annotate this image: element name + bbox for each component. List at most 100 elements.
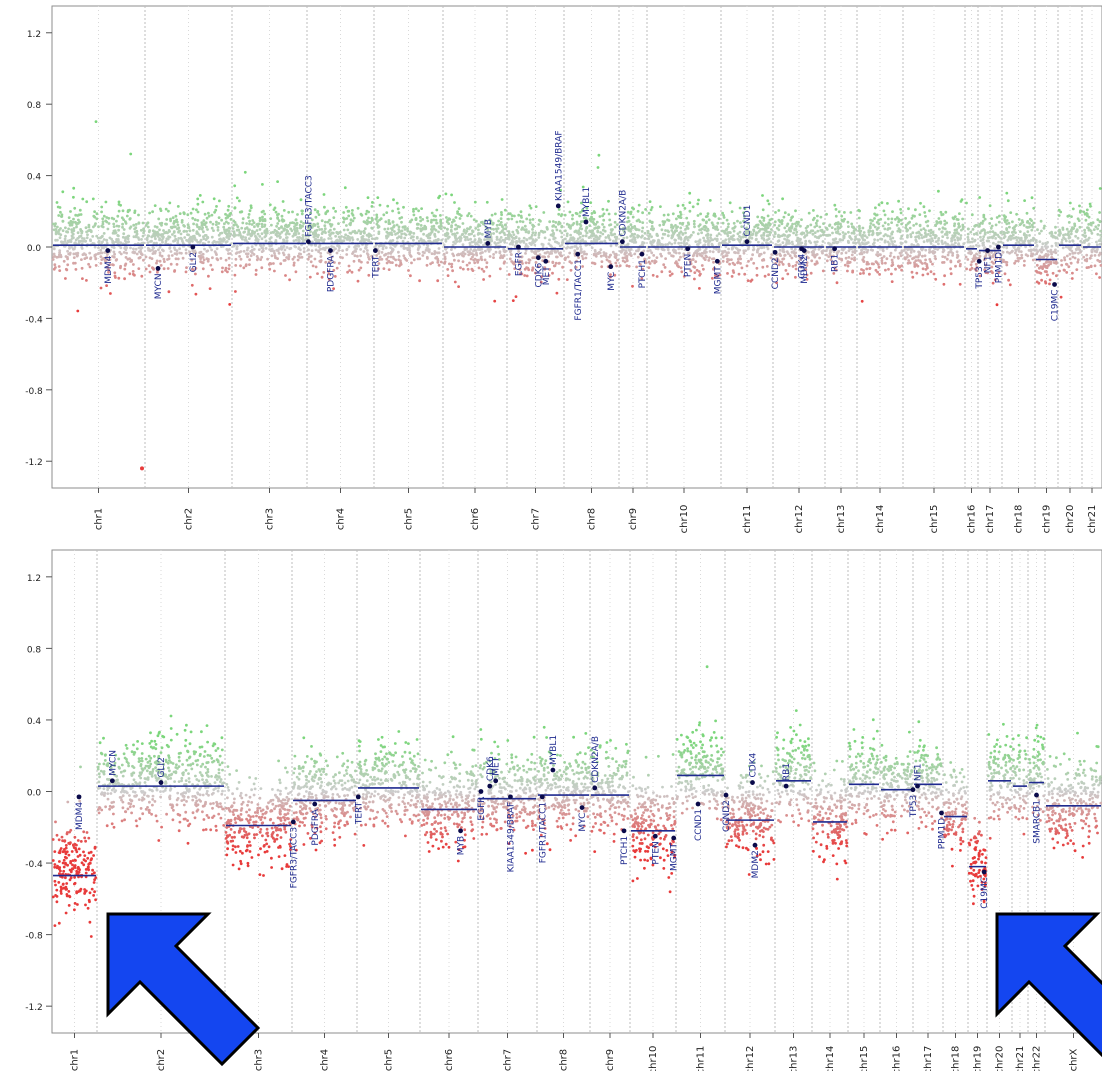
probe-point — [814, 231, 817, 234]
probe-point — [222, 240, 225, 243]
probe-point — [1032, 207, 1035, 210]
probe-point — [196, 225, 199, 228]
probe-point — [196, 219, 199, 222]
probe-point — [1035, 248, 1038, 251]
probe-point — [385, 253, 388, 256]
probe-point — [175, 252, 178, 255]
probe-point — [266, 258, 269, 261]
probe-point — [591, 246, 594, 249]
probe-point — [297, 232, 300, 235]
probe-point — [382, 213, 385, 216]
probe-point — [261, 232, 264, 235]
probe-point — [662, 263, 665, 266]
probe-point — [934, 235, 937, 238]
probe-point — [923, 240, 926, 243]
probe-point — [169, 218, 172, 221]
probe-point — [1058, 214, 1061, 217]
probe-point — [778, 235, 781, 238]
probe-point — [334, 210, 337, 213]
probe-point — [702, 219, 705, 222]
probe-point — [786, 273, 789, 276]
probe-point — [535, 205, 538, 208]
probe-point — [199, 194, 202, 197]
probe-point — [917, 235, 920, 238]
probe-point — [781, 250, 784, 253]
probe-point — [78, 221, 81, 224]
probe-point — [601, 260, 604, 263]
probe-point — [214, 250, 217, 253]
probe-point — [716, 234, 719, 237]
probe-point — [950, 237, 953, 240]
probe-point — [966, 258, 969, 261]
probe-point — [791, 243, 794, 246]
probe-point — [673, 239, 676, 242]
probe-point — [247, 216, 250, 219]
probe-point — [330, 237, 333, 240]
probe-point — [112, 223, 115, 226]
probe-point — [343, 229, 346, 232]
probe-point — [92, 226, 95, 229]
probe-point — [826, 259, 829, 262]
probe-point — [177, 224, 180, 227]
probe-point — [1036, 281, 1039, 284]
probe-point — [398, 211, 401, 214]
probe-point — [124, 263, 127, 266]
probe-point — [879, 218, 882, 221]
probe-point — [879, 238, 882, 241]
probe-point — [716, 239, 719, 242]
probe-point — [633, 233, 636, 236]
probe-point — [154, 252, 157, 255]
probe-point — [641, 230, 644, 233]
probe-point — [91, 235, 94, 238]
probe-point — [75, 268, 78, 271]
probe-point — [492, 256, 495, 259]
probe-point — [628, 253, 631, 256]
probe-point — [426, 257, 429, 260]
probe-point — [967, 241, 970, 244]
probe-point — [203, 259, 206, 262]
probe-point — [626, 256, 629, 259]
probe-point — [417, 209, 420, 212]
probe-point — [467, 250, 470, 253]
y-tick-label: 0.8 — [27, 101, 42, 111]
y-tick-label: -1.2 — [25, 458, 43, 468]
probe-point — [269, 245, 272, 248]
probe-point — [284, 259, 287, 262]
probe-point — [586, 232, 589, 235]
probe-point — [858, 227, 861, 230]
probe-point — [272, 262, 275, 265]
probe-point — [402, 254, 405, 257]
probe-point — [291, 211, 294, 214]
probe-point — [678, 252, 681, 255]
probe-point — [346, 271, 349, 274]
probe-point — [389, 246, 392, 249]
probe-point — [795, 231, 798, 234]
probe-point — [132, 270, 135, 273]
probe-point — [825, 249, 828, 252]
probe-point — [280, 248, 283, 251]
probe-point — [412, 239, 415, 242]
probe-point — [57, 206, 60, 209]
probe-point — [593, 262, 596, 265]
probe-point — [804, 240, 807, 243]
probe-point — [419, 220, 422, 223]
probe-point — [625, 249, 628, 252]
probe-point — [1065, 271, 1068, 274]
probe-point — [718, 232, 721, 235]
probe-point — [453, 259, 456, 262]
probe-point — [739, 221, 742, 224]
probe-point — [961, 198, 964, 201]
x-tick-label: chr1 — [94, 508, 105, 530]
probe-point — [191, 217, 194, 220]
probe-point — [787, 213, 790, 216]
probe-point — [937, 242, 940, 245]
probe-point — [452, 244, 455, 247]
probe-point — [160, 224, 163, 227]
probe-point — [699, 254, 702, 257]
probe-point — [445, 240, 448, 243]
probe-point — [873, 241, 876, 244]
probe-point — [1027, 240, 1030, 243]
probe-point — [355, 248, 358, 251]
probe-point — [319, 248, 322, 251]
x-tick-label: chr10 — [679, 505, 690, 534]
